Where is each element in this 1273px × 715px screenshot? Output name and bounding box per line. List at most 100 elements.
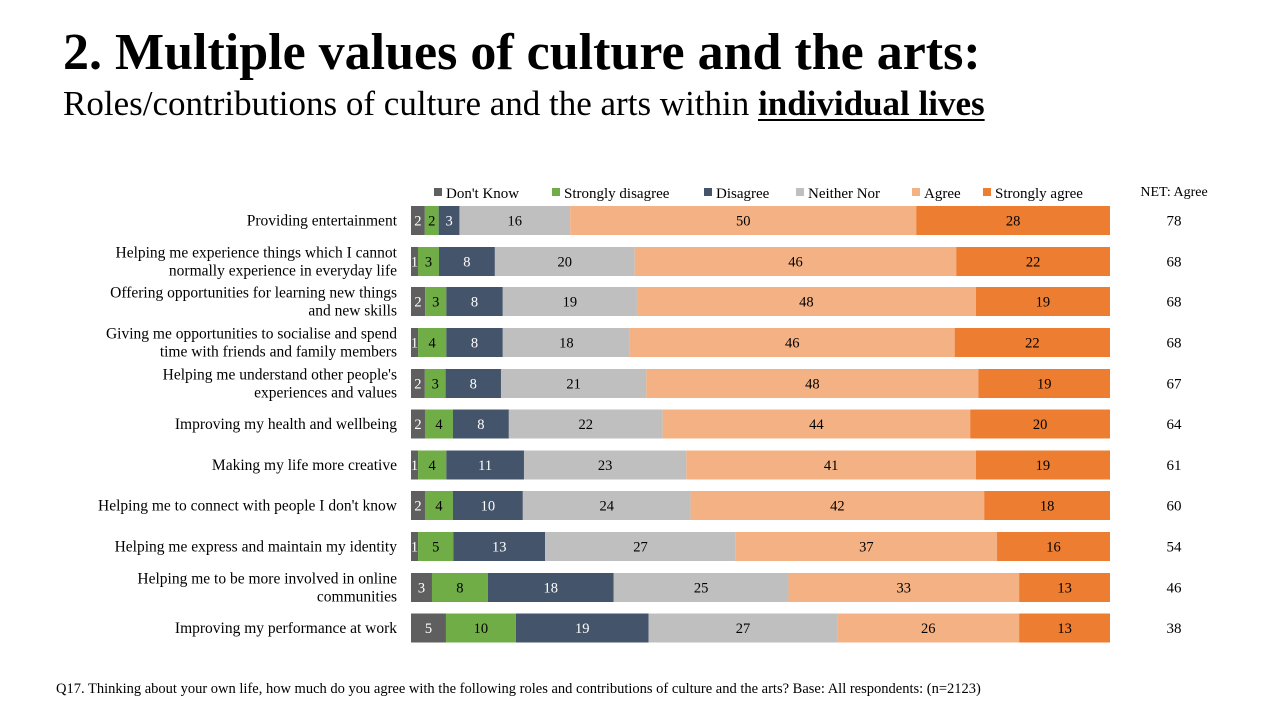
bar-segment [545, 532, 736, 561]
data-label: 4 [429, 336, 437, 352]
data-label: 4 [435, 417, 443, 433]
bar-row: Improving my performance at work 5 10 19 27 2… [175, 613, 1182, 643]
bar-segment [445, 369, 501, 398]
net-agree-value: 38 [1167, 621, 1182, 637]
legend-swatch [434, 188, 442, 196]
legend-label: Strongly disagree [564, 186, 670, 202]
legend-swatch [552, 188, 560, 196]
data-label: 26 [921, 621, 936, 637]
data-label: 3 [418, 581, 425, 597]
net-agree-value: 64 [1167, 417, 1183, 433]
bar-segment [916, 206, 1110, 235]
bar-segment [411, 409, 425, 439]
bar-segment [445, 613, 516, 643]
data-label: 13 [492, 540, 507, 556]
data-label: 22 [579, 417, 594, 433]
bar-segment [446, 287, 503, 316]
category-label: Helping me to be more involved in online [137, 571, 397, 588]
data-label: 50 [736, 214, 751, 230]
legend-label: Don't Know [446, 186, 519, 202]
data-label: 10 [481, 499, 496, 515]
page-subtitle: Roles/contributions of culture and the a… [63, 84, 985, 124]
bar-segment [411, 287, 426, 316]
bar-segment [424, 369, 446, 398]
bar-segment [494, 247, 635, 276]
bar-segment [425, 287, 447, 316]
category-label: communities [317, 589, 397, 606]
data-label: 22 [1026, 255, 1041, 271]
bar-segment [453, 532, 546, 561]
data-label: 19 [563, 295, 578, 311]
bar-row: Improving my health and wellbeing 2 4 8 22 44… [175, 409, 1183, 439]
data-label: 33 [897, 581, 912, 597]
bar-segment [646, 369, 979, 398]
category-label: Improving my performance at work [175, 620, 397, 637]
bar-row: Providing entertainment 2 2 3 16 50 28 78 [247, 206, 1182, 235]
data-label: 2 [414, 417, 421, 433]
bar-segment [1019, 573, 1110, 602]
data-label: 3 [445, 214, 452, 230]
net-agree-value: 61 [1167, 458, 1182, 474]
net-agree-value: 67 [1167, 377, 1183, 393]
data-label: 1 [411, 540, 418, 556]
bar-segment [690, 491, 985, 520]
bar-segment [411, 247, 418, 276]
data-label: 10 [474, 621, 489, 637]
subtitle-emphasis: individual lives [758, 84, 985, 123]
bar-segment [975, 287, 1110, 316]
net-agree-value: 60 [1167, 499, 1182, 515]
data-label: 24 [599, 499, 614, 515]
category-label: Helping me express and maintain my ident… [115, 539, 398, 556]
data-label: 28 [1006, 214, 1021, 230]
bar-segment [975, 450, 1110, 480]
data-label: 8 [471, 295, 478, 311]
data-label: 19 [1036, 458, 1051, 474]
data-label: 21 [566, 377, 581, 393]
data-label: 27 [633, 540, 648, 556]
data-label: 44 [809, 417, 824, 433]
bar-row: Helping me express and maintain my ident… [115, 532, 1182, 561]
data-label: 3 [432, 377, 439, 393]
data-label: 16 [1046, 540, 1061, 556]
bar-segment [411, 328, 419, 357]
bar-segment [446, 328, 503, 357]
data-label: 20 [1033, 417, 1048, 433]
bar-segment [446, 450, 524, 480]
subtitle-text: Roles/contributions of culture and the a… [63, 84, 759, 123]
data-label: 25 [694, 581, 709, 597]
bar-row: Making my life more creative 1 4 11 23 41 19 61 [212, 450, 1182, 480]
bar-segment [424, 491, 453, 520]
bar-segment [418, 328, 447, 357]
bar-segment [522, 491, 691, 520]
bar-segment [837, 613, 1020, 643]
data-label: 46 [785, 336, 800, 352]
data-label: 2 [414, 377, 421, 393]
data-label: 13 [1057, 581, 1072, 597]
data-label: 8 [456, 581, 463, 597]
data-label: 16 [508, 214, 523, 230]
data-label: 19 [575, 621, 590, 637]
bar-segment [459, 206, 571, 235]
data-label: 41 [824, 458, 839, 474]
data-label: 37 [859, 540, 874, 556]
page-title: 2. Multiple values of culture and the ar… [63, 24, 981, 81]
bar-segment [417, 247, 439, 276]
data-label: 19 [1036, 295, 1051, 311]
data-label: 13 [1057, 621, 1072, 637]
bar-segment [411, 532, 419, 561]
data-label: 3 [432, 295, 439, 311]
bar-segment [508, 409, 663, 439]
bar-segment [411, 613, 446, 643]
legend-swatch [704, 188, 712, 196]
bar-segment [502, 328, 630, 357]
category-label: Helping me to connect with people I don'… [98, 498, 398, 515]
chart-legend: Don't Know Strongly disagree Disagree Neith… [434, 186, 1083, 202]
bar-segment [438, 247, 495, 276]
legend-label: Disagree [716, 186, 770, 202]
bar-segment [636, 287, 976, 316]
bar-segment [411, 450, 419, 480]
bar-row: Helping me to be more involved in online… [137, 571, 1182, 606]
category-label: time with friends and family members [160, 344, 397, 361]
legend-swatch [983, 188, 991, 196]
bar-segment [686, 450, 976, 480]
